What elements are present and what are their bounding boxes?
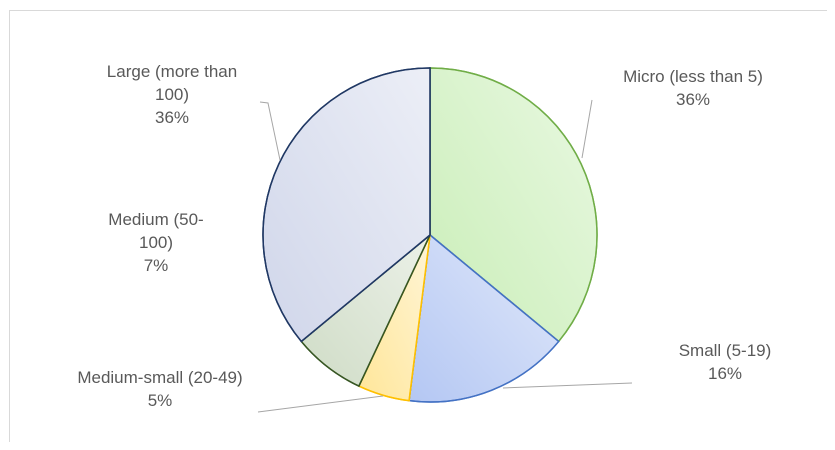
leader-line-1 [502, 382, 633, 389]
data-label-value: 36% [676, 90, 710, 109]
data-label-category: Micro (less than 5) [623, 67, 763, 86]
data-label-category: Large (more than [107, 62, 237, 81]
pie-slice-highlight-0 [429, 67, 598, 343]
data-label-3: Medium (50- 100) 7% [108, 210, 203, 275]
leader-line-2 [257, 395, 384, 413]
data-label-value: 16% [708, 364, 742, 383]
data-label-value: 36% [155, 108, 189, 127]
data-label-0: Micro (less than 5) 36% [623, 67, 763, 109]
data-label-category: Medium-small (20-49) [77, 368, 242, 387]
leader-line-4 [259, 101, 281, 161]
data-label-1: Small (5-19) 16% [679, 341, 772, 383]
data-label-value: 5% [148, 391, 173, 410]
data-label-category: Medium (50- [108, 210, 203, 229]
data-label-category: 100) [155, 85, 189, 104]
data-label-value: 7% [144, 256, 169, 275]
leader-line-0 [581, 99, 593, 159]
chart-area [9, 10, 827, 442]
data-label-category: 100) [139, 233, 173, 252]
data-label-category: Small (5-19) [679, 341, 772, 360]
data-label-2: Medium-small (20-49) 5% [77, 368, 242, 410]
data-label-4: Large (more than 100) 36% [107, 62, 237, 127]
pie-slice-highlight-4 [262, 67, 431, 343]
pie-slice-highlight-1 [408, 233, 560, 403]
